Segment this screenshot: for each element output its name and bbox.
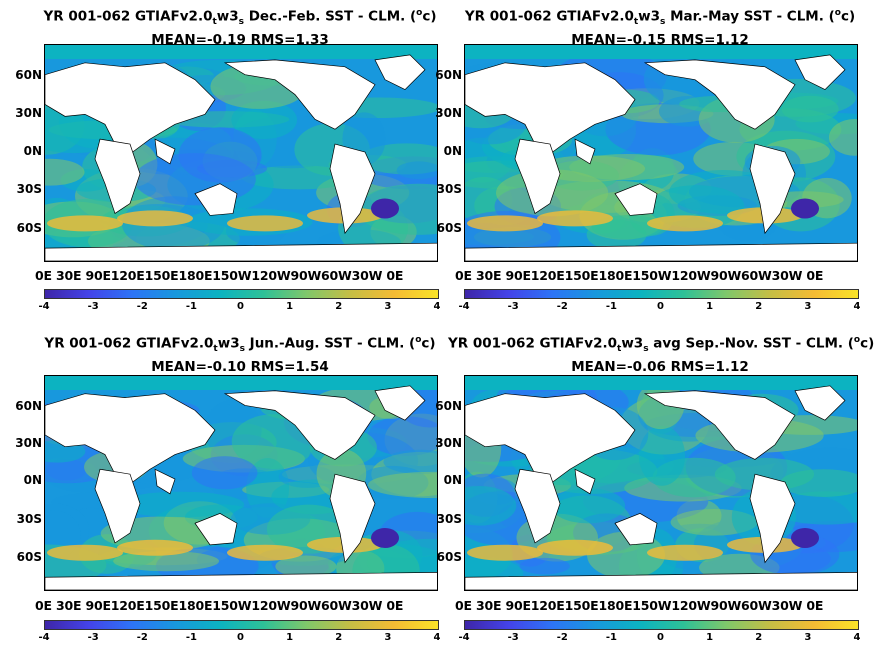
lat-label: 60N <box>435 399 462 413</box>
panel-title: YR 001-062 GTIAFv2.0tw3s Mar.-May SST - … <box>450 6 870 48</box>
sst-map-son <box>464 375 858 591</box>
lat-label: 60S <box>436 221 462 235</box>
colorbar-tick-label: 0 <box>657 301 664 312</box>
colorbar <box>44 289 439 299</box>
colorbar-tick-label: 1 <box>706 632 714 643</box>
panel-title: YR 001-062 GTIAFv2.0tw3s Dec.-Feb. SST -… <box>30 6 450 48</box>
lat-label: 0N <box>23 473 42 487</box>
colorbar-tick-label: 3 <box>804 301 812 312</box>
colorbar-tick-label: -4 <box>38 301 50 312</box>
sst-map-jja <box>44 375 438 591</box>
colorbar-tick-label: 1 <box>286 301 294 312</box>
lat-label: 0N <box>23 144 42 158</box>
colorbar-tick-label: 4 <box>853 301 861 312</box>
colorbar-tick-label: -3 <box>87 632 99 643</box>
colorbar-tick-label: -4 <box>458 301 470 312</box>
colorbar-tick-label: -2 <box>556 632 568 643</box>
lat-label: 30N <box>15 106 42 120</box>
sst-map-mam <box>464 44 858 262</box>
colorbar-tick-label: 2 <box>755 301 763 312</box>
lat-label: 60N <box>435 68 462 82</box>
colorbar-tick-label: -4 <box>38 632 50 643</box>
colorbar-tick-label: 4 <box>433 632 441 643</box>
colorbar <box>44 620 439 630</box>
sst-map-djf <box>44 44 438 262</box>
colorbar-tick-label: 1 <box>706 301 714 312</box>
colorbar-tick-label: -4 <box>458 632 470 643</box>
colorbar-tick-label: 2 <box>335 301 343 312</box>
colorbar-tick-label: 2 <box>755 632 763 643</box>
colorbar-tick-label: 3 <box>804 632 812 643</box>
lat-label: 30N <box>435 436 462 450</box>
lat-label: 30S <box>16 182 42 196</box>
lat-label: 60S <box>16 221 42 235</box>
lat-label: 60N <box>15 399 42 413</box>
colorbar-tick-label: 2 <box>335 632 343 643</box>
panel-stats: MEAN=-0.19 RMS=1.33 <box>151 32 329 49</box>
colorbar-tick-label: -3 <box>507 632 519 643</box>
colorbar-tick-label: 3 <box>384 632 392 643</box>
colorbar <box>464 620 859 630</box>
colorbar-tick-label: -1 <box>185 632 197 643</box>
colorbar-tick-label: -2 <box>556 301 568 312</box>
lon-axis-labels: 0E 30E 90E120E150E180E150W120W90W60W30W … <box>35 268 404 283</box>
lon-axis-labels: 0E 30E 90E120E150E180E150W120W90W60W30W … <box>455 598 824 613</box>
colorbar-tick-label: -1 <box>605 301 617 312</box>
lat-label: 0N <box>443 473 462 487</box>
panel-stats: MEAN=-0.06 RMS=1.12 <box>571 359 749 376</box>
colorbar-tick-label: 4 <box>853 632 861 643</box>
lat-label: 30S <box>436 182 462 196</box>
panel-stats: MEAN=-0.10 RMS=1.54 <box>151 359 329 376</box>
colorbar-tick-label: 0 <box>237 301 244 312</box>
lat-label: 30N <box>15 436 42 450</box>
colorbar-tick-label: -2 <box>136 632 148 643</box>
colorbar-tick-label: 3 <box>384 301 392 312</box>
colorbar <box>464 289 859 299</box>
colorbar-tick-label: 4 <box>433 301 441 312</box>
colorbar-tick-label: 0 <box>657 632 664 643</box>
lat-label: 30S <box>16 512 42 526</box>
lat-label: 0N <box>443 144 462 158</box>
colorbar-tick-label: -3 <box>507 301 519 312</box>
colorbar-tick-label: -1 <box>185 301 197 312</box>
panel-title: YR 001-062 GTIAFv2.0tw3s avg Sep.-Nov. S… <box>448 335 875 376</box>
lon-axis-labels: 0E 30E 90E120E150E180E150W120W90W60W30W … <box>455 268 824 283</box>
lat-label: 60S <box>436 550 462 564</box>
panel-title: YR 001-062 GTIAFv2.0tw3s Jun.-Aug. SST -… <box>30 333 450 375</box>
colorbar-tick-label: 0 <box>237 632 244 643</box>
lat-label: 60N <box>15 68 42 82</box>
colorbar-tick-label: -2 <box>136 301 148 312</box>
lat-label: 30S <box>436 512 462 526</box>
panel-stats: MEAN=-0.15 RMS=1.12 <box>571 32 749 49</box>
colorbar-tick-label: -3 <box>87 301 99 312</box>
colorbar-tick-label: -1 <box>605 632 617 643</box>
lat-label: 30N <box>435 106 462 120</box>
colorbar-tick-label: 1 <box>286 632 294 643</box>
lon-axis-labels: 0E 30E 90E120E150E180E150W120W90W60W30W … <box>35 598 404 613</box>
lat-label: 60S <box>16 550 42 564</box>
